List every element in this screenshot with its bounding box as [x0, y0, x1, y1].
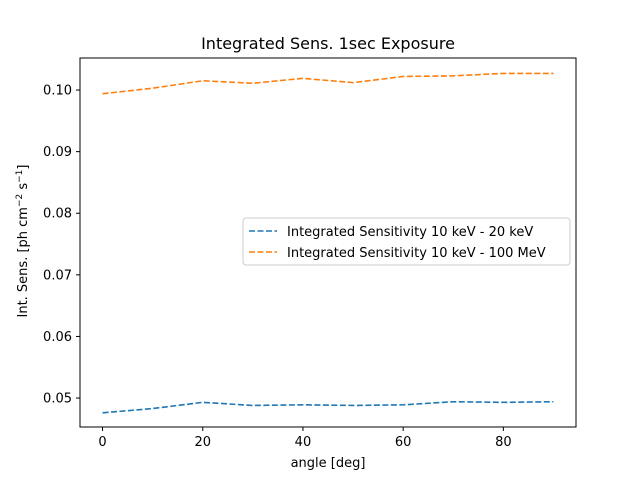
series-line-1 — [102, 400, 554, 414]
y-tick-label: 0.09 — [43, 145, 72, 160]
plot-frame — [79, 57, 577, 428]
chart-title: Integrated Sens. 1sec Exposure — [201, 34, 455, 53]
series-layer — [102, 72, 554, 414]
y-axis-label: Int. Sens. [ph cm−2 s−1] — [15, 164, 31, 317]
y-tick-label: 0.08 — [43, 207, 72, 222]
legend-label-series-2: Integrated Sensitivity 10 keV - 100 MeV — [287, 246, 546, 261]
x-tick-label: 60 — [395, 435, 412, 450]
x-tick-label: 0 — [98, 435, 106, 450]
series-line-2 — [102, 72, 554, 95]
y-tick-label: 0.06 — [43, 330, 72, 345]
x-axis-ticks: 0 20 40 60 80 — [98, 427, 512, 450]
x-tick-label: 40 — [295, 435, 312, 450]
y-tick-label: 0.10 — [43, 84, 72, 99]
x-tick-label: 80 — [495, 435, 512, 450]
y-axis-label-exp1: −2 — [15, 194, 25, 207]
y-axis-label-end: ] — [16, 164, 31, 169]
y-tick-label: 0.07 — [43, 268, 72, 283]
y-axis-ticks: 0.05 0.06 0.07 0.08 0.09 0.10 — [43, 84, 80, 407]
legend: Integrated Sensitivity 10 keV - 20 keV I… — [242, 217, 571, 266]
y-axis-label-main: Int. Sens. [ph cm — [16, 207, 31, 317]
y-axis-label-exp2: −1 — [15, 170, 25, 183]
x-tick-label: 20 — [194, 435, 211, 450]
legend-box — [242, 217, 571, 266]
legend-label-series-1: Integrated Sensitivity 10 keV - 20 keV — [287, 225, 533, 240]
x-axis-label: angle [deg] — [291, 456, 366, 471]
y-tick-label: 0.05 — [43, 392, 72, 407]
y-axis-label-mid: s — [16, 183, 31, 194]
